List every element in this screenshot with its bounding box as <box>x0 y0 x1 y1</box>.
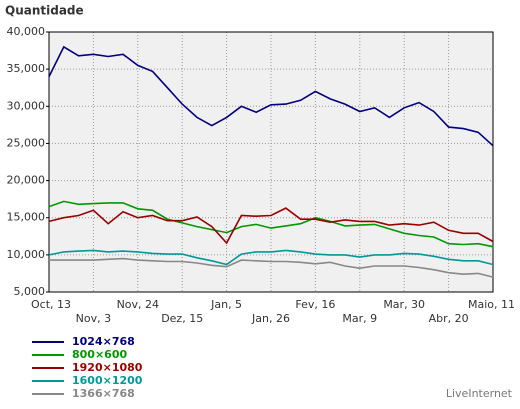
x-tick-label: Jan, 5 <box>210 298 242 311</box>
legend-label: 1366×768 <box>72 387 135 400</box>
chart-title: Quantidade <box>5 4 84 18</box>
legend-label: 1024×768 <box>72 335 135 348</box>
x-tick-label: Nov, 3 <box>76 312 111 325</box>
series-line <box>48 249 494 266</box>
y-tick-label: 10,000 <box>7 248 46 261</box>
x-tick-label: Mar, 9 <box>342 312 377 325</box>
y-tick-label: 35,000 <box>7 62 46 75</box>
series-line <box>48 200 494 248</box>
y-tick-label: 40,000 <box>7 25 46 38</box>
x-tick-label: Fev, 16 <box>295 298 335 311</box>
source: LiveInternet <box>446 387 513 400</box>
plot-border <box>48 31 494 293</box>
legend-label: 1600×1200 <box>72 374 143 387</box>
x-tick-label: Oct, 13 <box>31 298 71 311</box>
x-tick-label: Nov, 24 <box>117 298 159 311</box>
y-tick-label: 25,000 <box>7 136 46 149</box>
series-line <box>48 45 494 147</box>
x-tick-label: Dez, 15 <box>161 312 203 325</box>
y-tick-label: 20,000 <box>7 174 46 187</box>
series-line <box>48 207 494 245</box>
x-tick-label: Maio, 11 <box>468 298 515 311</box>
x-tick-label: Abr, 20 <box>429 312 469 325</box>
y-tick-label: 30,000 <box>7 99 46 112</box>
legend-label: 1920×1080 <box>72 361 143 374</box>
series-line <box>49 257 494 278</box>
x-tick-label: Jan, 26 <box>251 312 290 325</box>
legend-label: 800×600 <box>72 348 127 361</box>
x-tick-label: Mar, 30 <box>383 298 425 311</box>
y-tick-label: 15,000 <box>7 211 46 224</box>
y-tick-label: 5,000 <box>14 285 46 298</box>
